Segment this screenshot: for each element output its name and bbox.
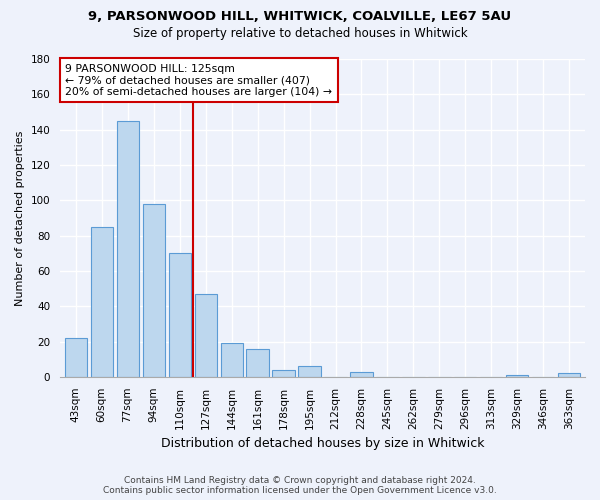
Bar xyxy=(194,294,217,377)
Bar xyxy=(350,372,373,377)
Bar xyxy=(65,338,86,377)
Bar xyxy=(247,348,269,377)
Text: Size of property relative to detached houses in Whitwick: Size of property relative to detached ho… xyxy=(133,28,467,40)
Bar xyxy=(559,374,580,377)
Bar xyxy=(272,370,295,377)
Bar xyxy=(221,344,242,377)
Bar xyxy=(91,226,113,377)
Bar xyxy=(143,204,164,377)
Bar xyxy=(116,121,139,377)
Bar xyxy=(169,253,191,377)
Text: Contains HM Land Registry data © Crown copyright and database right 2024.
Contai: Contains HM Land Registry data © Crown c… xyxy=(103,476,497,495)
Text: 9 PARSONWOOD HILL: 125sqm
← 79% of detached houses are smaller (407)
20% of semi: 9 PARSONWOOD HILL: 125sqm ← 79% of detac… xyxy=(65,64,332,97)
X-axis label: Distribution of detached houses by size in Whitwick: Distribution of detached houses by size … xyxy=(161,437,484,450)
Bar xyxy=(506,375,529,377)
Bar xyxy=(298,366,320,377)
Y-axis label: Number of detached properties: Number of detached properties xyxy=(15,130,25,306)
Text: 9, PARSONWOOD HILL, WHITWICK, COALVILLE, LE67 5AU: 9, PARSONWOOD HILL, WHITWICK, COALVILLE,… xyxy=(88,10,512,23)
